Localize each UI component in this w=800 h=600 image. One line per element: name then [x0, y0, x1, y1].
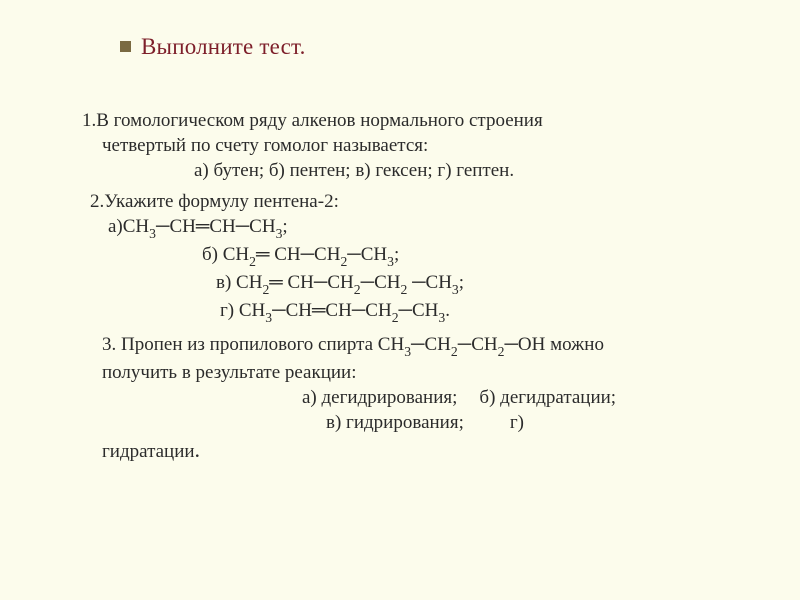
bullet-icon — [120, 41, 131, 52]
q1-options: а) бутен; б) пентен; в) гексен; г) гепте… — [194, 158, 722, 183]
q1-line1: 1.В гомологическом ряду алкенов нормальн… — [82, 108, 722, 133]
text: 3. Пропен из пропилового спирта СН — [102, 334, 404, 355]
q3-option-c: в) гидрирования; — [326, 412, 464, 433]
question-3: 3. Пропен из пропилового спирта СН3─СН2─… — [82, 332, 722, 464]
text: ; — [394, 244, 399, 265]
sub: 3 — [452, 282, 459, 297]
question-2: 2.Укажите формулу пентена-2: а)СН3─СН═СН… — [82, 189, 722, 326]
sub: 3 — [265, 310, 272, 325]
sub: 2 — [354, 282, 361, 297]
text: гидратации — [102, 441, 195, 462]
sub: 2 — [392, 310, 399, 325]
q3-option-d: г) — [510, 412, 524, 433]
q3-line2: получить в результате реакции: — [102, 360, 722, 385]
body: 1.В гомологическом ряду алкенов нормальн… — [82, 108, 722, 470]
text: ─СН — [361, 272, 401, 293]
q3-option-b: б) дегидратации; — [479, 387, 616, 408]
sub: 2 — [400, 282, 407, 297]
q3-options-row1: а) дегидрирования; б) дегидратации; — [302, 385, 722, 410]
sub: 2 — [498, 344, 505, 359]
q1-line2: четвертый по счету гомолог называется: — [102, 133, 722, 158]
sub: 3 — [276, 226, 283, 241]
sub: 2 — [249, 254, 256, 269]
title-row: Выполните тест. — [120, 34, 306, 60]
q2-option-c: в) СН2═ СН─СН2─СН2 ─СН3; — [216, 270, 722, 298]
text: в) СН — [216, 272, 262, 293]
text: б) СН — [202, 244, 249, 265]
text: ─СН═СН─СН — [156, 216, 276, 237]
text: ═ СН─СН — [269, 272, 353, 293]
text: . — [445, 300, 450, 321]
sub: 2 — [262, 282, 269, 297]
question-1: 1.В гомологическом ряду алкенов нормальн… — [82, 108, 722, 183]
sub: 2 — [340, 254, 347, 269]
q3-options-row2: в) гидрирования; г) — [326, 410, 722, 435]
text: ─СН — [399, 300, 439, 321]
text: ─СН — [347, 244, 387, 265]
text: ─СН — [407, 272, 452, 293]
sub: 2 — [451, 344, 458, 359]
text: а)СН — [108, 216, 149, 237]
text: ═ СН─СН — [256, 244, 340, 265]
sub: 3 — [149, 226, 156, 241]
text: ─СН — [458, 334, 498, 355]
text: г) СН — [220, 300, 265, 321]
q2-head: 2.Укажите формулу пентена-2: — [90, 189, 722, 214]
sub: 3 — [438, 310, 445, 325]
sub: 3 — [404, 344, 411, 359]
q3-line1: 3. Пропен из пропилового спирта СН3─СН2─… — [102, 332, 722, 360]
q3-option-a: а) дегидрирования; — [302, 387, 457, 408]
text: ; — [459, 272, 464, 293]
slide-title: Выполните тест. — [141, 34, 306, 60]
q3-last-line: гидратации. — [102, 435, 722, 464]
q2-option-d: г) СН3─СН═СН─СН2─СН3. — [220, 298, 722, 326]
text: ─СН — [411, 334, 451, 355]
dot: . — [195, 437, 201, 462]
text: ─ОН можно — [504, 334, 604, 355]
q2-option-b: б) СН2═ СН─СН2─СН3; — [202, 242, 722, 270]
sub: 3 — [387, 254, 394, 269]
text: ; — [282, 216, 287, 237]
q2-option-a: а)СН3─СН═СН─СН3; — [108, 214, 722, 242]
text: ─СН═СН─СН — [272, 300, 392, 321]
slide: Выполните тест. 1.В гомологическом ряду … — [0, 0, 800, 600]
